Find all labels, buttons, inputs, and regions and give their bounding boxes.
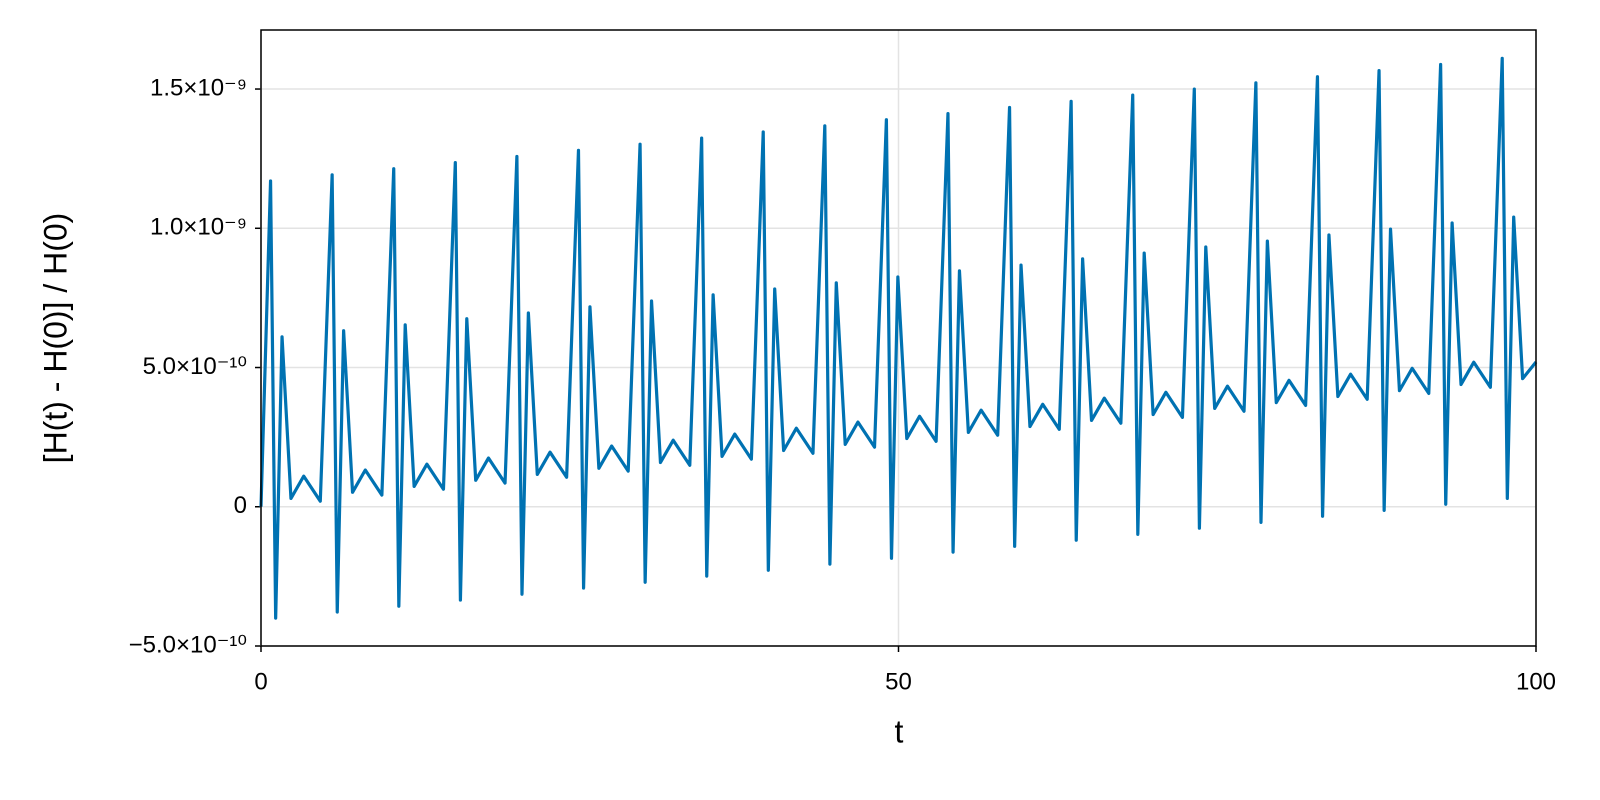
y-tick-label: 5.0×10⁻¹⁰: [143, 353, 247, 380]
y-axis-label: [H(t) - H(0)] / H(0): [37, 213, 73, 464]
x-axis-label: t: [895, 713, 904, 749]
x-tick-label: 50: [885, 668, 912, 695]
x-tick-label: 100: [1516, 668, 1556, 695]
y-tick-label: 1.0×10⁻⁹: [150, 214, 247, 241]
y-tick-label: 1.5×10⁻⁹: [150, 74, 247, 101]
y-tick-label: −5.0×10⁻¹⁰: [129, 631, 247, 658]
y-tick-label: 0: [234, 492, 247, 519]
data-line: [259, 56, 1538, 620]
plot-frame: [260, 29, 1537, 647]
x-tick-label: 0: [254, 668, 267, 695]
